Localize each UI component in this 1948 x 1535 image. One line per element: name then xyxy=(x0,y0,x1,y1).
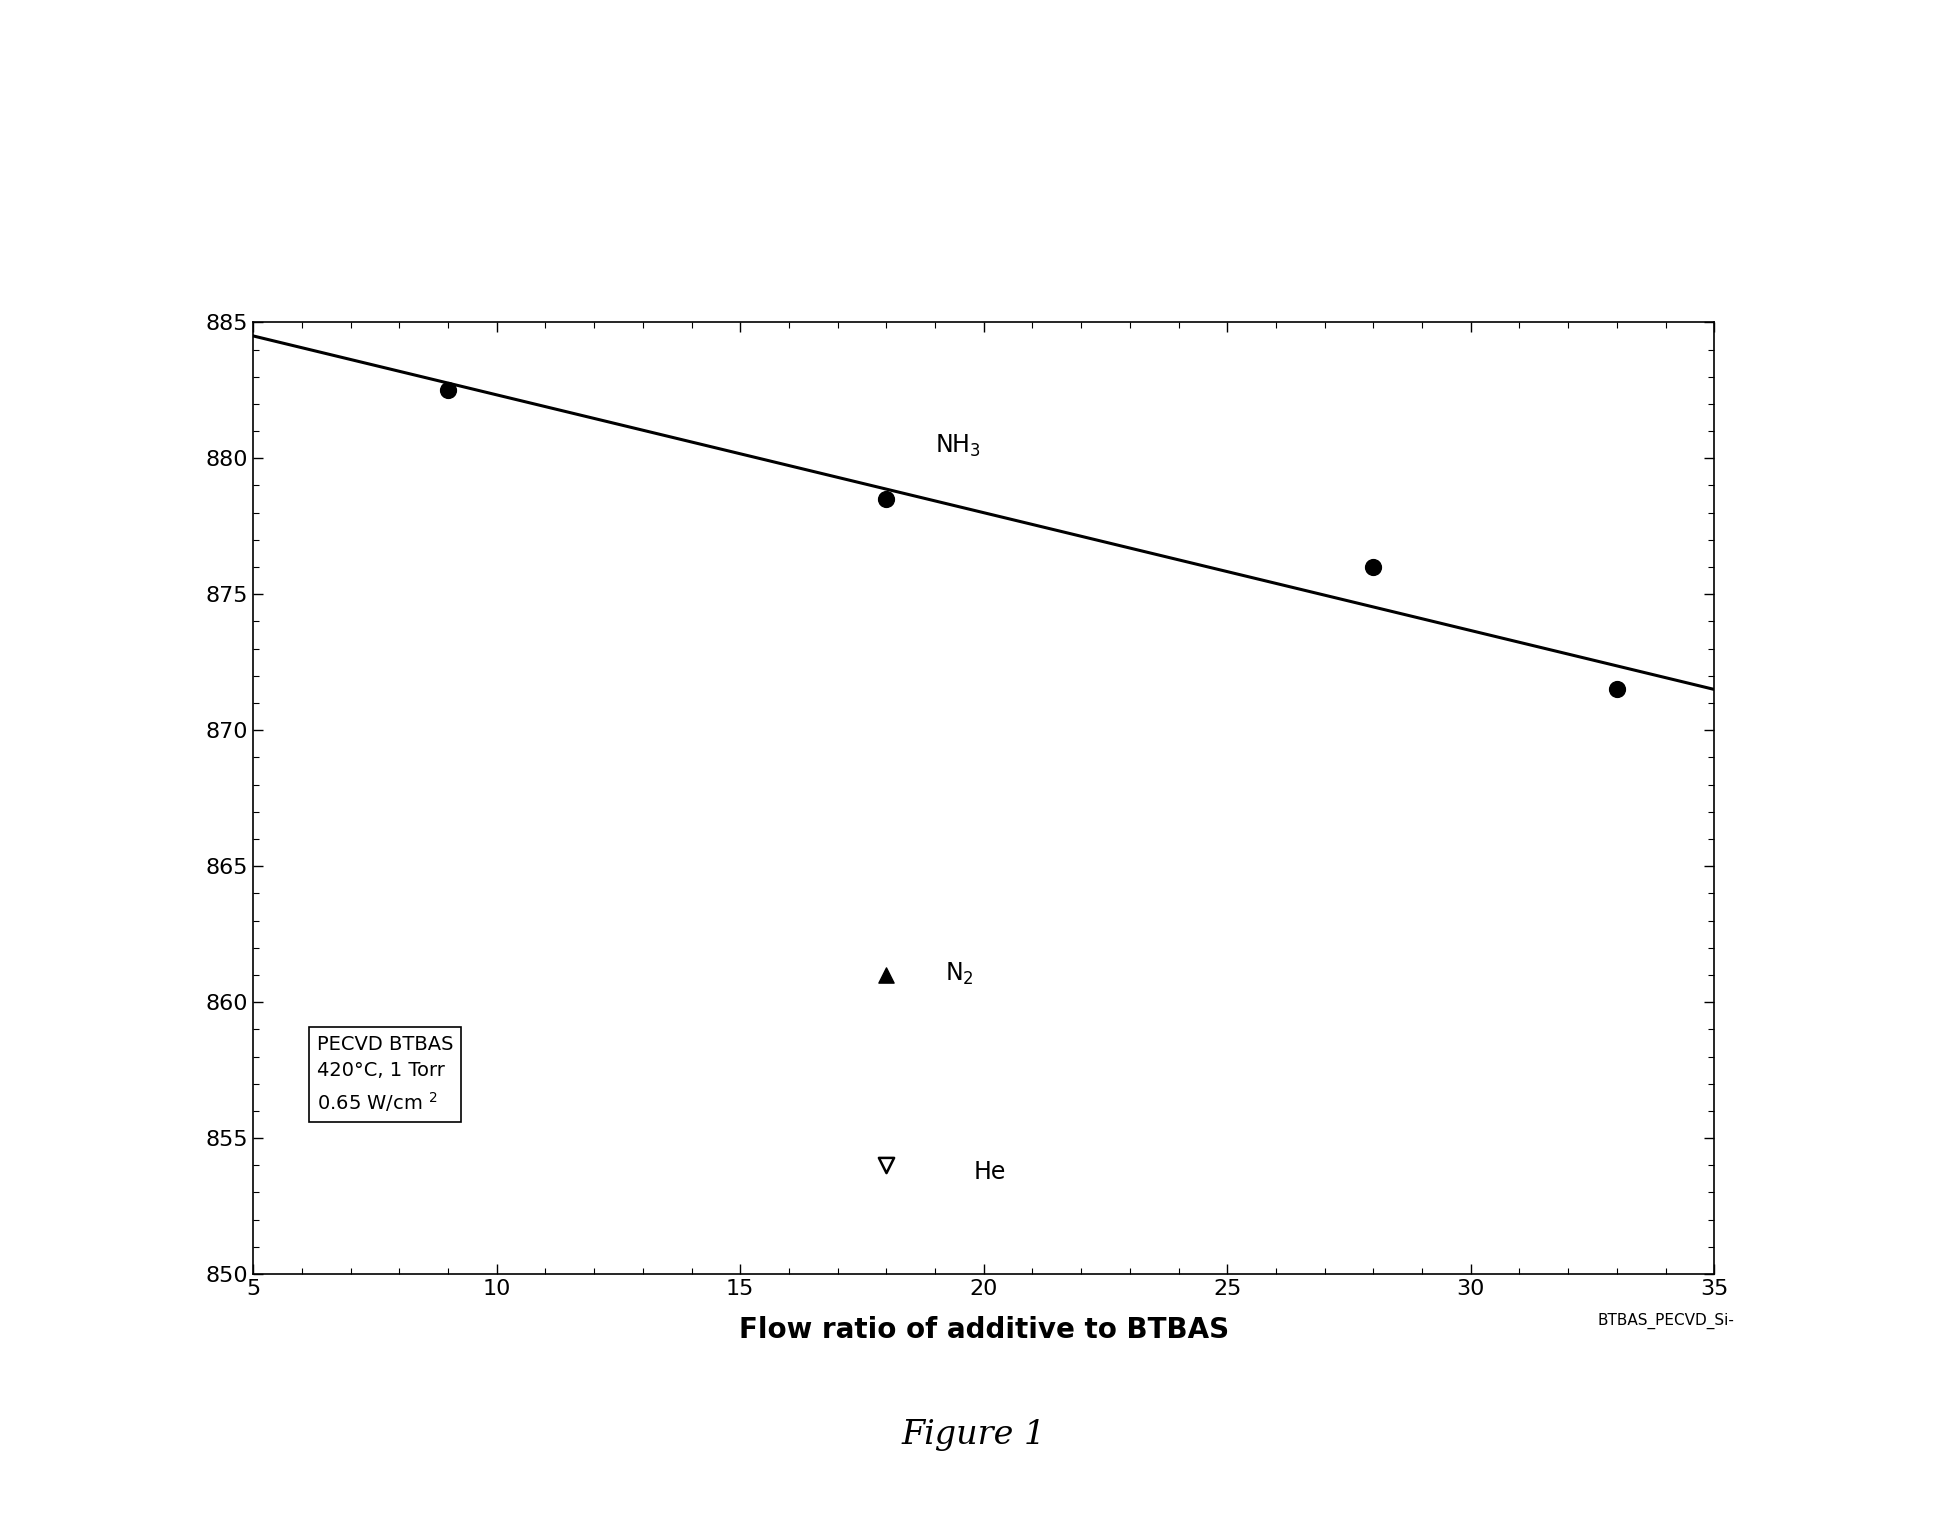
Point xyxy=(871,1153,902,1177)
Point xyxy=(1601,677,1632,701)
Text: PECVD BTBAS
420°C, 1 Torr
0.65 W/cm $^2$: PECVD BTBAS 420°C, 1 Torr 0.65 W/cm $^2$ xyxy=(316,1035,454,1114)
Text: NH$_3$: NH$_3$ xyxy=(935,433,982,459)
X-axis label: Flow ratio of additive to BTBAS: Flow ratio of additive to BTBAS xyxy=(738,1315,1229,1343)
Text: Figure 1: Figure 1 xyxy=(902,1420,1046,1451)
Text: He: He xyxy=(974,1160,1007,1183)
Point xyxy=(432,378,464,402)
Point xyxy=(871,962,902,987)
Point xyxy=(871,487,902,511)
Point xyxy=(1358,554,1389,579)
Text: BTBAS_PECVD_Si-: BTBAS_PECVD_Si- xyxy=(1597,1312,1734,1329)
Text: N$_2$: N$_2$ xyxy=(945,961,974,987)
